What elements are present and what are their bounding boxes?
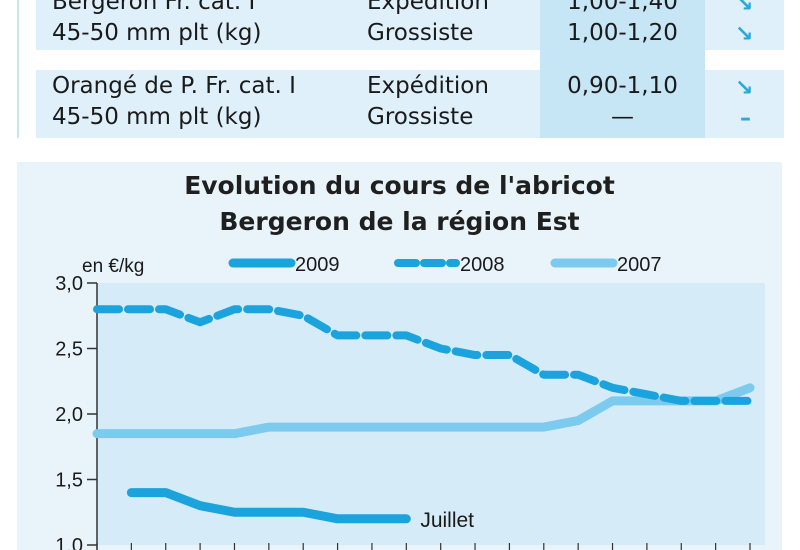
y-axis-label: en €/kg (82, 256, 144, 277)
table-row-2-product: Orangé de P. Fr. cat. I 45-50 mm plt (kg… (52, 73, 296, 130)
series-line-2008 (93, 305, 754, 405)
y-tick-label: 2,0 (55, 404, 83, 426)
trend-down-icon: ↘ (735, 0, 754, 17)
y-tick-label: 3,0 (55, 273, 83, 295)
trend-down-icon: ↘ (735, 76, 754, 101)
legend-label-2007: 2007 (617, 254, 662, 276)
table-row-1-stage: Expédition Grossiste (367, 0, 489, 46)
chart-title-line-1: Evolution du cours de l'abricot (184, 171, 615, 200)
legend-label-2009: 2009 (295, 254, 340, 276)
series-line-2007 (92, 383, 755, 439)
trend-stable-icon: – (740, 106, 751, 131)
y-tick-label: 1,5 (55, 470, 83, 492)
trend-down-icon: ↘ (735, 22, 754, 47)
legend-label-2008: 2008 (460, 254, 505, 276)
table-row-1-product: Bergeron Fr. cat. I 45-50 mm plt (kg) (52, 0, 262, 46)
plot-area (97, 283, 765, 545)
table-row-1-price: 1,00-1,40 1,00-1,20 (567, 0, 678, 46)
table-row-2-price: 0,90-1,10 — (567, 73, 678, 130)
chart-title-line-2: Bergeron de la région Est (219, 207, 580, 236)
table-row-2-stage: Expédition Grossiste (367, 73, 489, 130)
price-table: Bergeron Fr. cat. I 45-50 mm plt (kg) Ex… (0, 0, 800, 145)
y-tick-label: 2,5 (55, 339, 83, 361)
annotation-label: Juillet (420, 509, 474, 532)
y-tick-label: 1,0 (55, 535, 83, 550)
price-column-band (540, 0, 705, 138)
series-line-2009 (126, 488, 411, 524)
table-left-border (17, 0, 19, 138)
